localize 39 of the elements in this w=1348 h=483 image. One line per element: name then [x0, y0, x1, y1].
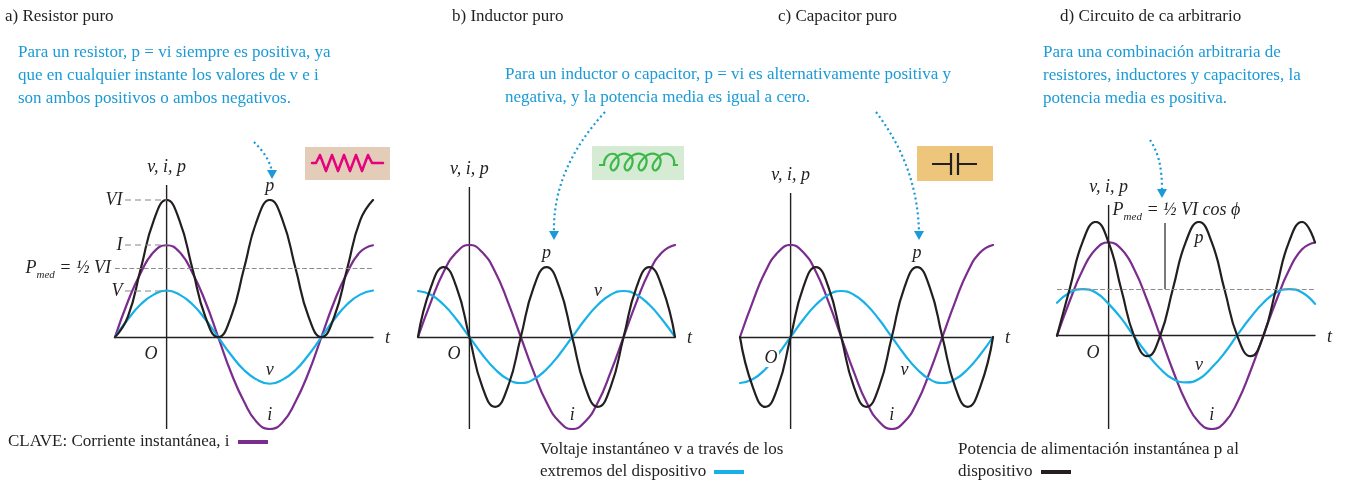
- text: Para un resistor, p = vi siempre es positiva, ya que en cualquier instante los valores de v e i son ambos positivos o ambos negativos.: [18, 41, 332, 109]
- series-label: p: [263, 175, 275, 195]
- y-axis-title: v, i, p: [1089, 176, 1128, 196]
- annotation: I: [116, 234, 123, 255]
- chart-title: c) Capacitor puro: [778, 6, 897, 26]
- series-label: p: [540, 242, 551, 263]
- x-axis-title: t: [1327, 325, 1333, 346]
- annotation: O: [143, 343, 159, 364]
- series-label: i: [889, 404, 895, 424]
- annotation: O: [446, 343, 462, 363]
- annotation: V: [111, 279, 123, 300]
- ref-line-label: P$_{med}$ = ½ VI cos ϕ: [1112, 199, 1241, 224]
- annotation: O: [1085, 341, 1101, 362]
- y-axis-title: v, i, p: [450, 158, 489, 178]
- series-label: v: [900, 359, 909, 380]
- series-label: v: [265, 358, 274, 379]
- series-label: p: [1192, 227, 1204, 247]
- text: Para un inductor o capacitor, p = vi es alternativamente positiva y negativa, y la potencia media es igual a cero.: [505, 63, 953, 108]
- x-axis-title: t: [687, 327, 693, 347]
- x-axis-title: t: [1005, 327, 1011, 347]
- series-label: i: [267, 404, 273, 424]
- ref-line-label: P$_{med}$ = ½ VI: [25, 256, 111, 282]
- chart-title: b) Inductor puro: [452, 6, 564, 26]
- series-label: v: [1194, 353, 1203, 374]
- text: CLAVE: Corriente instantánea, i: [8, 431, 230, 450]
- annotation: VI: [105, 189, 123, 209]
- text: Voltaje instantáneo v a través de los extremos del dispositivo: [540, 439, 784, 480]
- series-label: v: [593, 279, 602, 300]
- chart-title: a) Resistor puro: [5, 6, 114, 26]
- series-label: i: [1209, 404, 1215, 424]
- chart-title: d) Circuito de ca arbitrario: [1060, 6, 1242, 26]
- y-axis-title: v, i, p: [147, 156, 186, 176]
- text: Para una combinación arbitraria de resistores, inductores y capacitores, la potencia media es positiva.: [1043, 41, 1302, 109]
- annotation: O: [763, 347, 779, 367]
- series-label: i: [569, 404, 575, 424]
- text: Potencia de alimentación instantánea p al dispositivo: [958, 439, 1239, 480]
- x-axis-title: t: [385, 327, 391, 348]
- series-label: p: [910, 242, 922, 263]
- y-axis-title: v, i, p: [771, 164, 810, 184]
